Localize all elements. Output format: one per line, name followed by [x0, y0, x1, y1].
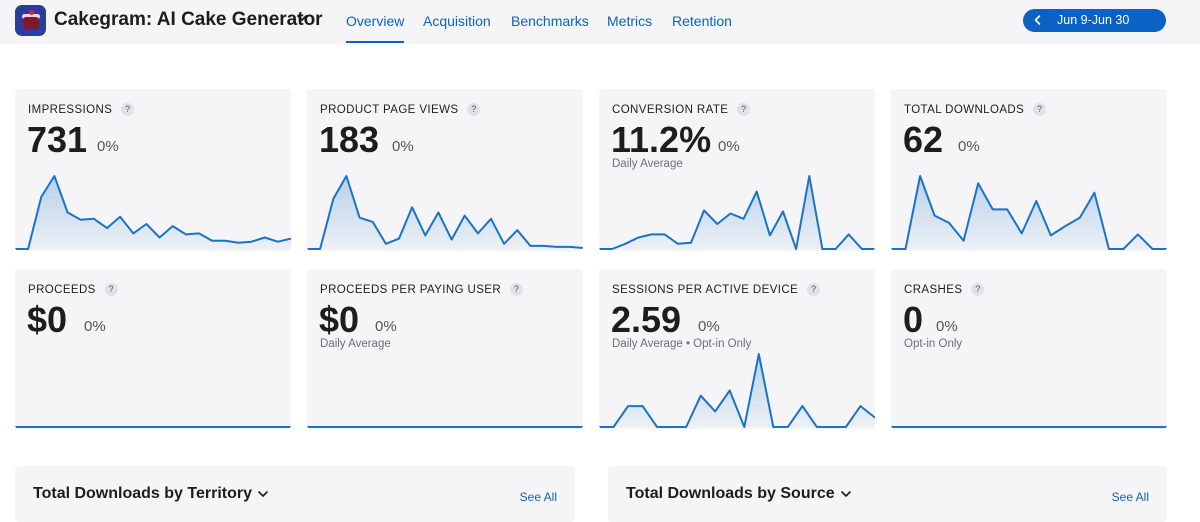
chevron-left-icon[interactable]	[1032, 14, 1044, 26]
section-downloads-by-territory: Total Downloads by Territory See All	[15, 466, 575, 522]
metric-card-product-page-views[interactable]: PRODUCT PAGE VIEWS? 183 0%	[307, 89, 583, 251]
metric-change: 0%	[958, 138, 980, 155]
section-downloads-by-source: Total Downloads by Source See All	[608, 466, 1167, 522]
metric-change: 0%	[375, 318, 397, 335]
sparkline-chart	[891, 175, 1167, 250]
app-title[interactable]: Cakegram: AI Cake Generator	[54, 9, 323, 30]
metric-title: CRASHES?	[904, 283, 985, 296]
chevron-down-icon[interactable]	[296, 12, 308, 24]
sparkline-line	[599, 353, 875, 428]
metric-change: 0%	[392, 138, 414, 155]
metric-card-crashes[interactable]: CRASHES? 0 0% Opt-in Only	[891, 269, 1167, 429]
metric-card-conversion-rate[interactable]: CONVERSION RATE? 11.2% 0% Daily Average	[599, 89, 875, 251]
help-icon[interactable]: ?	[510, 283, 524, 296]
top-navigation-bar: Cakegram: AI Cake Generator Overview Acq…	[0, 0, 1200, 44]
cake-app-icon[interactable]	[15, 5, 46, 36]
metric-value: 731	[27, 119, 88, 160]
metric-title: SESSIONS PER ACTIVE DEVICE?	[612, 283, 821, 296]
sparkline-chart	[15, 426, 291, 428]
section-title[interactable]: Total Downloads by Source	[626, 485, 852, 503]
metric-card-sessions-per-active-device[interactable]: SESSIONS PER ACTIVE DEVICE? 2.59 0% Dail…	[599, 269, 875, 429]
tab-overview[interactable]: Overview	[346, 13, 405, 43]
metric-value: 62	[903, 119, 944, 160]
metric-title: PROCEEDS PER PAYING USER?	[320, 283, 524, 296]
metric-subtitle: Daily Average	[612, 158, 683, 170]
help-icon[interactable]: ?	[121, 103, 135, 116]
sparkline-line	[307, 175, 583, 250]
sparkline-line	[15, 175, 291, 250]
metric-change: 0%	[698, 318, 720, 335]
metric-change: 0%	[97, 138, 119, 155]
tab-benchmarks[interactable]: Benchmarks	[511, 13, 589, 29]
metric-title: PROCEEDS?	[28, 283, 118, 296]
metric-title: IMPRESSIONS?	[28, 103, 135, 116]
sparkline-area	[599, 176, 875, 249]
sparkline-area	[307, 176, 583, 249]
metric-value: $0	[27, 299, 68, 340]
metric-title: TOTAL DOWNLOADS?	[904, 103, 1047, 116]
sparkline-area	[891, 176, 1167, 249]
metric-card-proceeds-per-paying-user[interactable]: PROCEEDS PER PAYING USER? $0 0% Daily Av…	[307, 269, 583, 429]
help-icon[interactable]: ?	[807, 283, 821, 296]
metric-card-proceeds[interactable]: PROCEEDS? $0 0%	[15, 269, 291, 429]
sparkline-line	[599, 175, 875, 250]
sparkline-chart	[307, 175, 583, 250]
help-icon[interactable]: ?	[467, 103, 481, 116]
sparkline-chart	[307, 426, 583, 428]
help-icon[interactable]: ?	[737, 103, 751, 116]
metric-subtitle: Opt-in Only	[904, 338, 963, 350]
metric-change: 0%	[84, 318, 106, 335]
chevron-down-icon[interactable]	[840, 488, 852, 500]
tab-metrics[interactable]: Metrics	[607, 13, 653, 29]
metric-card-impressions[interactable]: IMPRESSIONS? 731 0%	[15, 89, 291, 251]
metric-title: CONVERSION RATE?	[612, 103, 751, 116]
sparkline-area	[15, 176, 291, 249]
metric-value: $0	[319, 299, 360, 340]
metric-subtitle: Daily Average	[320, 338, 391, 350]
sparkline-chart	[891, 426, 1167, 428]
sparkline-line	[891, 175, 1167, 250]
metric-change: 0%	[936, 318, 958, 335]
tab-acquisition[interactable]: Acquisition	[423, 13, 491, 29]
metric-card-total-downloads[interactable]: TOTAL DOWNLOADS? 62 0%	[891, 89, 1167, 251]
metric-value: 11.2%	[611, 119, 712, 160]
metric-value: 0	[903, 299, 924, 340]
section-title[interactable]: Total Downloads by Territory	[33, 485, 269, 503]
sparkline-chart	[599, 353, 875, 428]
sparkline-chart	[15, 175, 291, 250]
sparkline-area	[599, 354, 875, 427]
date-range-label: Jun 9-Jun 30	[1057, 13, 1130, 27]
metric-change: 0%	[718, 138, 740, 155]
see-all-link[interactable]: See All	[519, 490, 557, 504]
sparkline-chart	[599, 175, 875, 250]
help-icon[interactable]: ?	[1033, 103, 1047, 116]
chevron-down-icon[interactable]	[257, 488, 269, 500]
metric-subtitle: Daily Average • Opt-in Only	[612, 338, 752, 350]
help-icon[interactable]: ?	[971, 283, 985, 296]
see-all-link[interactable]: See All	[1111, 490, 1149, 504]
tab-retention[interactable]: Retention	[672, 13, 732, 29]
metric-value: 2.59	[611, 299, 682, 340]
date-range-button[interactable]: Jun 9-Jun 30	[1023, 9, 1166, 32]
help-icon[interactable]: ?	[104, 283, 118, 296]
metric-title: PRODUCT PAGE VIEWS?	[320, 103, 481, 116]
metric-value: 183	[319, 119, 380, 160]
